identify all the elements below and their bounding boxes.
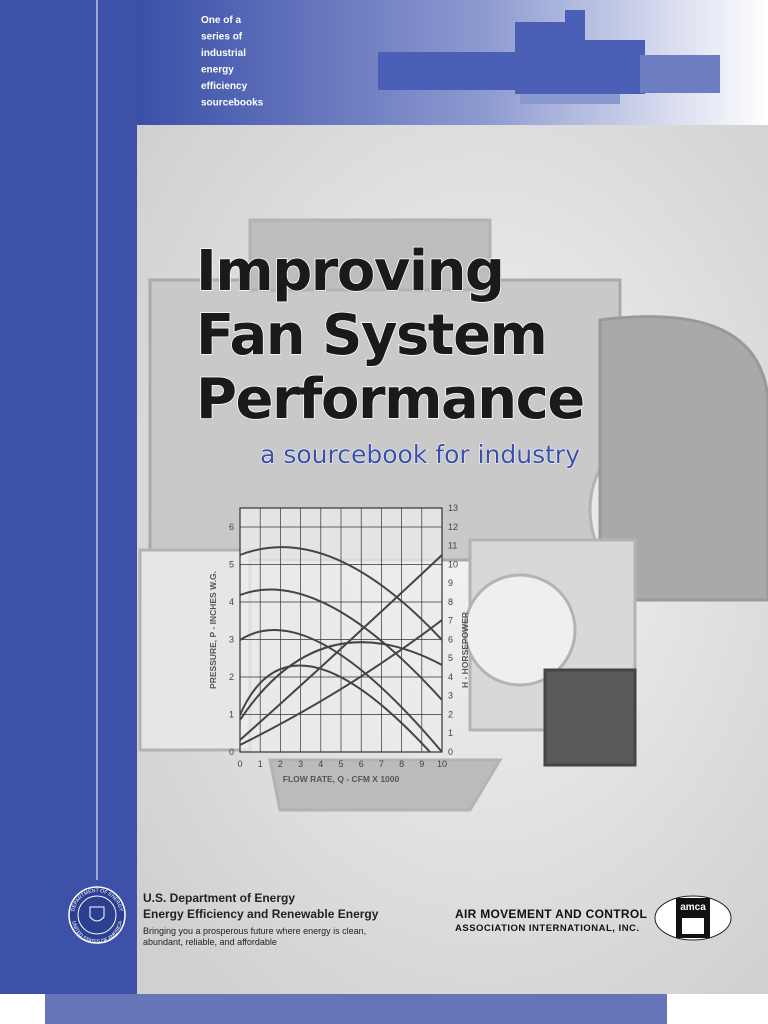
x-tick-label: 9: [419, 759, 424, 769]
x-tick-label: 0: [237, 759, 242, 769]
y-tick-label: 1: [229, 710, 234, 720]
plant-illustration: [378, 10, 720, 104]
y2-tick-label: 10: [448, 559, 458, 569]
series-note: efficiency: [201, 81, 248, 92]
partner-name: AIR MOVEMENT AND CONTROL: [455, 907, 647, 921]
y2-tick-label: 0: [448, 747, 453, 757]
y2-tick-label: 8: [448, 597, 453, 607]
x-tick-label: 6: [359, 759, 364, 769]
y-tick-label: 2: [229, 672, 234, 682]
y2-tick-label: 1: [448, 728, 453, 738]
x-tick-label: 5: [338, 759, 343, 769]
x-tick-label: 8: [399, 759, 404, 769]
agency: U.S. Department of Energy: [143, 891, 295, 905]
series-note: sourcebooks: [201, 98, 264, 109]
performance-curves: [239, 546, 443, 753]
y-tick-label: 0: [229, 747, 234, 757]
series-note: energy: [201, 65, 234, 76]
amca-logo-text: amca: [680, 902, 706, 913]
bottom-bar: [45, 994, 667, 1024]
y2-tick-label: 2: [448, 709, 453, 719]
y2-tick-label: 7: [448, 616, 453, 626]
x-tick-label: 7: [379, 759, 384, 769]
fan-curve-figure: [239, 507, 443, 753]
partner-name: ASSOCIATION INTERNATIONAL, INC.: [455, 923, 640, 934]
y2-tick-label: 3: [448, 691, 453, 701]
side-band: [0, 0, 137, 994]
subtitle: a sourcebook for industry: [260, 440, 580, 469]
x-tick-label: 10: [437, 759, 447, 769]
title-line: Fan System: [196, 303, 546, 368]
title-line: Improving: [196, 239, 504, 304]
y-tick-label: 6: [229, 522, 234, 532]
y2-tick-label: 4: [448, 672, 453, 682]
y-axis-label: PRESSURE, P - INCHES W.G.: [208, 571, 218, 689]
series-note: industrial: [201, 48, 246, 59]
y-tick-label: 5: [229, 560, 234, 570]
x-tick-label: 1: [258, 759, 263, 769]
x-tick-label: 2: [278, 759, 283, 769]
tagline: abundant, reliable, and affordable: [143, 937, 277, 947]
y2-tick-label: 13: [448, 503, 458, 513]
title-line: Performance: [196, 367, 584, 432]
series-note: series of: [201, 32, 243, 43]
amca-logo: [654, 895, 732, 941]
y2-tick-label: 5: [448, 653, 453, 663]
y2-tick-label: 12: [448, 522, 458, 532]
x-axis-label: FLOW RATE, Q - CFM X 1000: [283, 774, 400, 784]
y2-axis-label: H - HORSEPOWER: [460, 612, 470, 688]
office: Energy Efficiency and Renewable Energy: [143, 907, 379, 921]
doe-seal: [68, 886, 126, 944]
tagline: Bringing you a prosperous future where e…: [143, 926, 366, 936]
y-tick-label: 4: [229, 597, 234, 607]
y2-tick-label: 11: [448, 541, 457, 551]
y2-tick-label: 9: [448, 578, 453, 588]
series-note: One of a: [201, 15, 241, 26]
y-tick-label: 3: [229, 635, 234, 645]
x-tick-label: 3: [298, 759, 303, 769]
x-tick-label: 4: [318, 759, 323, 769]
y2-tick-label: 6: [448, 634, 453, 644]
